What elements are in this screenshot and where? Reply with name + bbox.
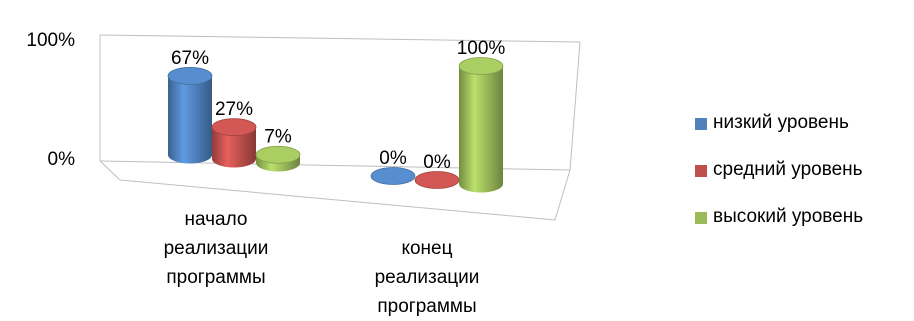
category-label-line: реализации [163,238,269,259]
data-label: 100% [457,38,506,59]
bar-top [458,57,504,75]
chart-frame [99,34,581,221]
bar-top [167,67,213,85]
frame-line [554,169,571,221]
frame-line [119,179,556,221]
data-label: 27% [215,99,253,120]
bar-1-1 [414,171,460,189]
bar-0-0 [167,67,213,164]
y-tick-label: 100% [26,30,75,51]
y-axis-ticks: 0% 100% [26,30,75,170]
frame-line [569,41,581,171]
bar-top [211,118,257,137]
data-label: 67% [171,48,209,69]
bars-group [167,57,504,193]
bar-body [212,127,256,168]
bar-body [168,75,212,164]
bar-0-1 [370,167,416,185]
legend-swatch-high [695,212,707,224]
bar-top [414,171,460,189]
legend-swatch-medium [695,165,707,177]
category-label-line: программы [377,296,477,317]
bar-1-0 [211,118,257,168]
category-label-line: реализации [374,267,480,288]
category-label-line: конец [401,238,453,259]
legend-swatch-low [695,118,707,130]
data-label: 0% [423,152,451,173]
legend-label-medium: средний уровень [713,159,863,180]
bar-2-1 [458,57,504,193]
category-label-start: начало реализации программы [141,205,291,292]
frame-line [99,34,581,43]
legend-label-low: низкий уровень [713,112,849,133]
bar-2-0 [255,145,301,172]
data-label: 0% [379,148,407,169]
y-tick-label: 0% [48,149,76,170]
data-label: 7% [264,127,292,148]
bar-body [459,66,503,193]
bar-top [255,145,301,164]
category-label-end: конец реализации программы [352,234,502,321]
category-label-line: начало [184,209,248,230]
legend-label-high: высокий уровень [713,206,864,227]
category-label-line: программы [166,267,266,288]
frame-line [99,160,121,181]
bar-top [370,167,416,185]
data-labels-group: 67% 27% 7% 0% 0% 100% [171,38,505,173]
